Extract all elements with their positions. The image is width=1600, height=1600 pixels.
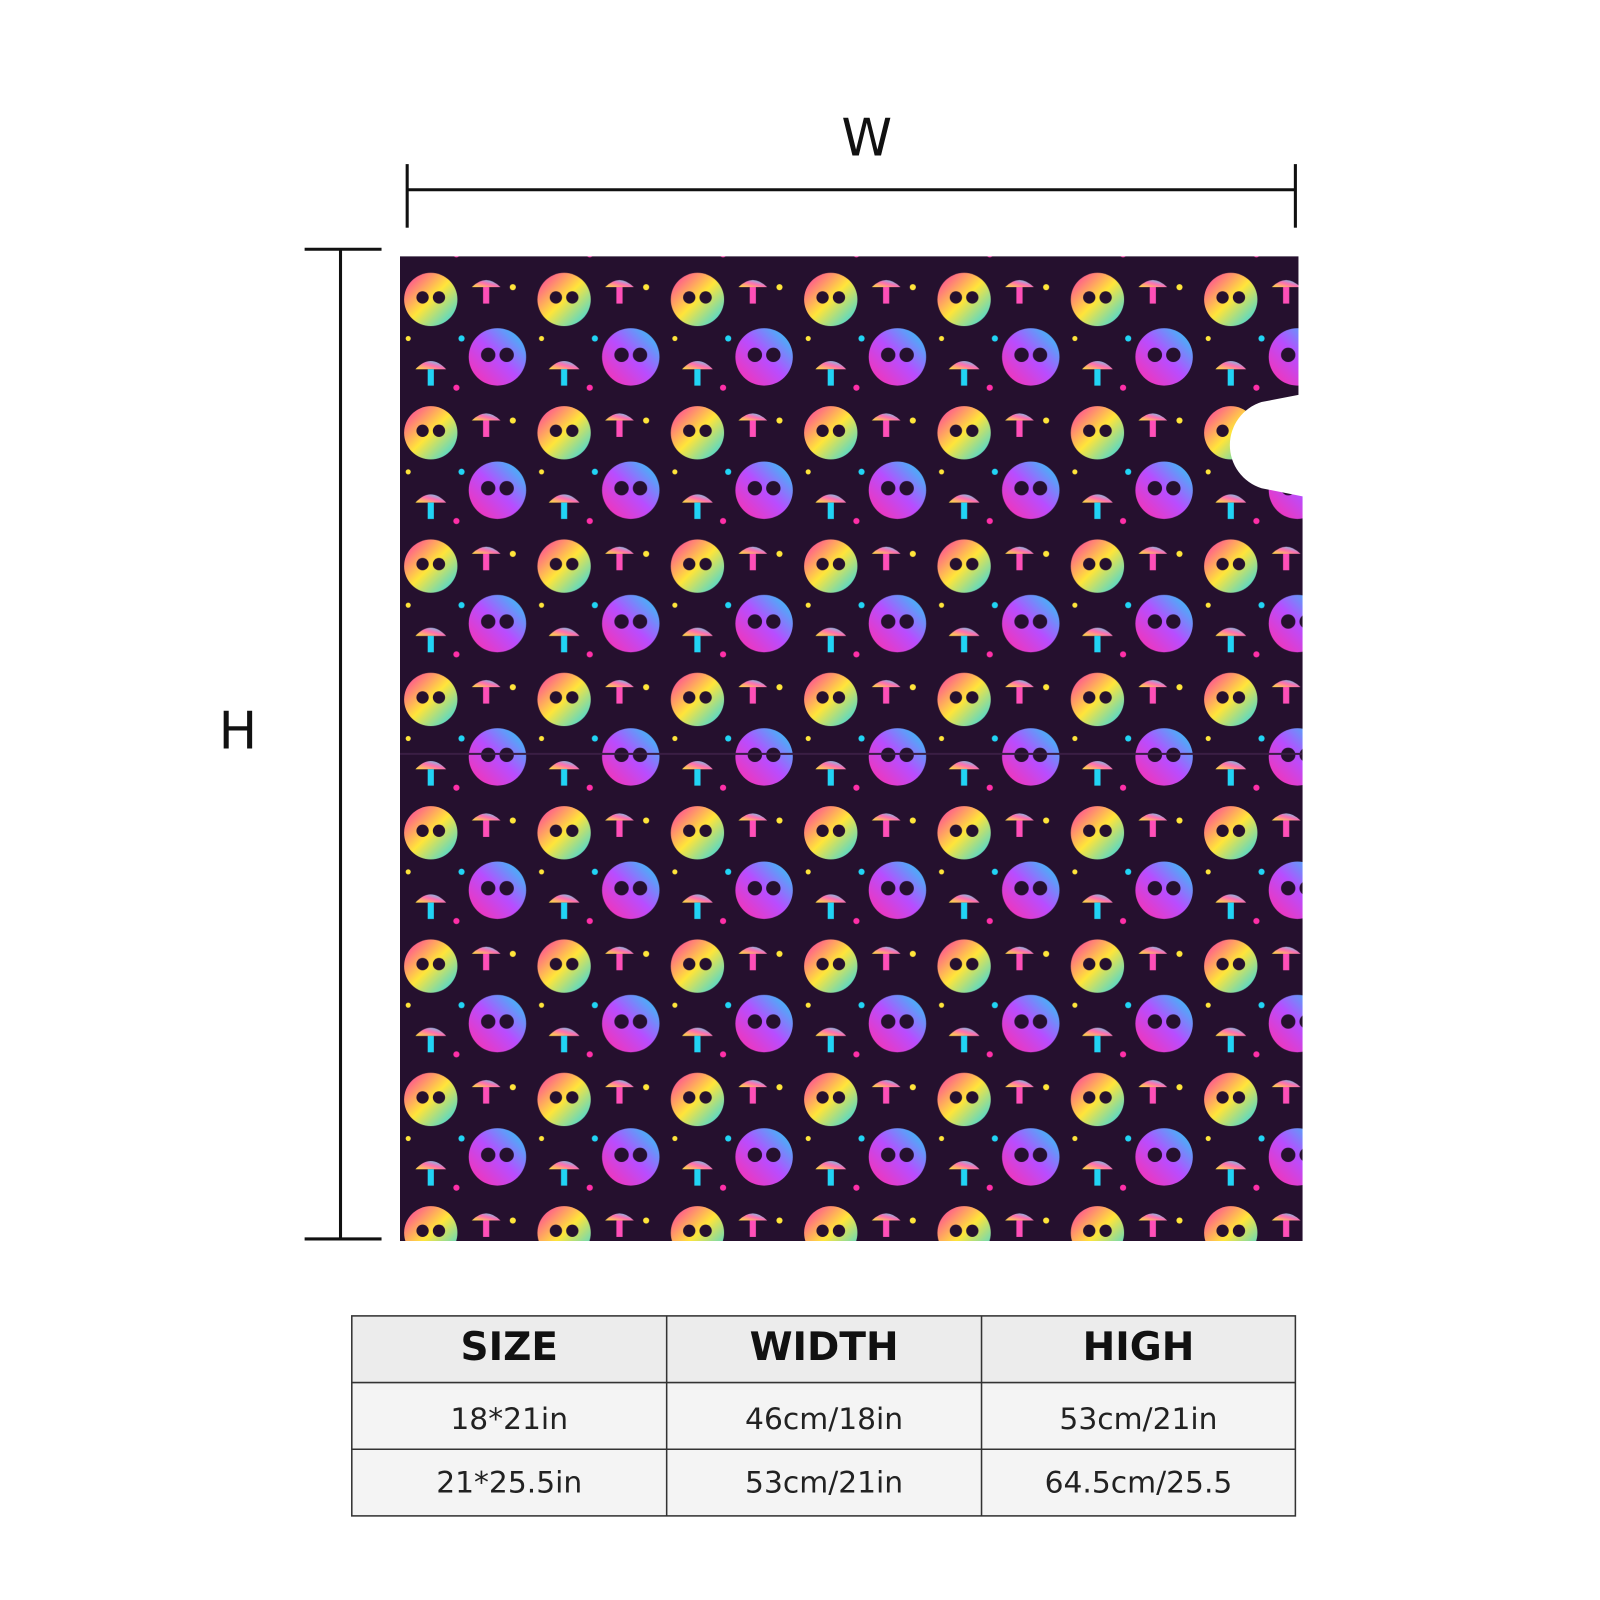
width-dimension-line [405,164,1297,228]
table-cell: 53cm/21in [1059,1402,1217,1437]
height-label: H [219,701,258,761]
table-header-cell: HIGH [1083,1325,1195,1370]
table-header-cell: WIDTH [750,1325,899,1370]
mailbox-cover [400,256,1303,1242]
height-dimension-line [304,247,382,1241]
table-cell: 46cm/18in [745,1402,903,1437]
table-cell: 18*21in [450,1402,568,1437]
table-header-bg [351,1315,1296,1383]
size-table: SIZE WIDTH HIGH 18*21in 46cm/18in 53cm/21in 21… [351,1315,1297,1517]
width-label: W [841,109,892,169]
table-cell: 21*25.5in [436,1466,582,1501]
table-cell: 53cm/21in [745,1466,903,1501]
table-cell: 64.5cm/25.5 [1045,1466,1233,1501]
table-header-cell: SIZE [461,1325,558,1370]
